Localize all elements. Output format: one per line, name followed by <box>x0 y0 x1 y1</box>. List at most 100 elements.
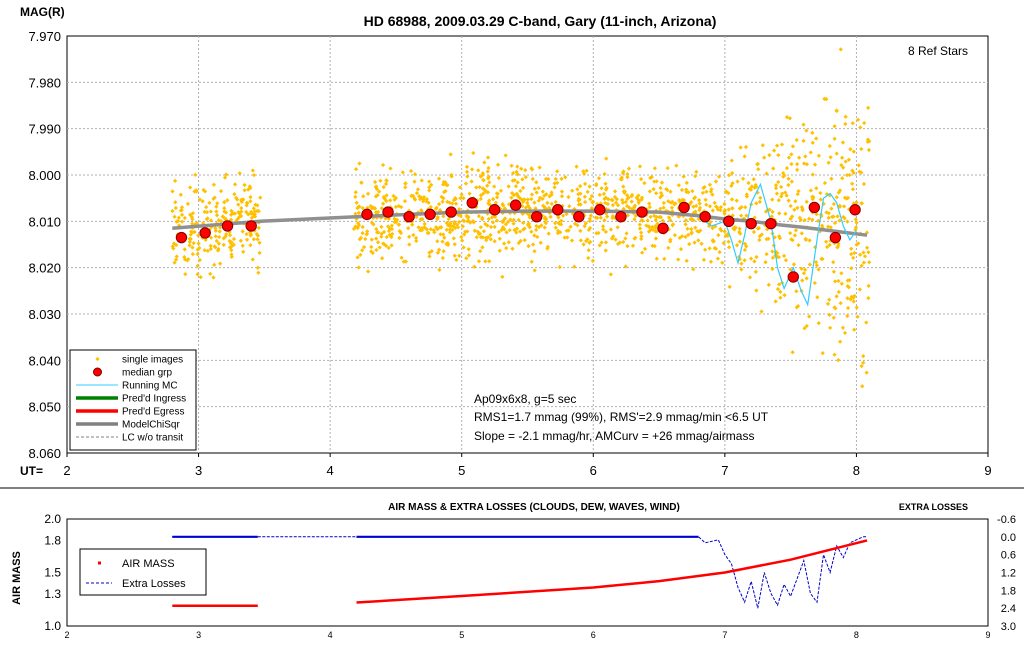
single-image-point <box>542 205 547 210</box>
single-image-point <box>603 240 609 245</box>
median-grp-point <box>829 231 842 244</box>
single-image-point <box>708 259 714 264</box>
single-image-point <box>203 237 208 242</box>
single-image-point <box>792 207 797 212</box>
single-image-point <box>532 268 537 273</box>
single-image-point <box>810 140 815 145</box>
median-grp-point <box>594 204 606 216</box>
single-image-point <box>827 297 832 302</box>
single-image-point <box>790 350 795 355</box>
single-image-point <box>244 231 249 237</box>
single-image-point <box>676 257 681 262</box>
single-image-point <box>371 222 376 227</box>
single-image-point <box>170 208 175 214</box>
single-image-point <box>845 313 850 319</box>
median-grp-point <box>552 204 564 216</box>
single-image-point <box>379 231 384 237</box>
single-image-point <box>190 221 195 226</box>
single-image-point <box>179 219 185 224</box>
y-tick-label: 8.050 <box>28 400 61 415</box>
single-image-point <box>804 199 809 205</box>
single-image-point <box>589 193 594 199</box>
single-image-point <box>449 174 454 179</box>
single-image-point <box>625 193 630 198</box>
single-image-point <box>708 189 714 194</box>
single-image-point <box>726 173 732 178</box>
single-image-point <box>591 199 596 205</box>
airmass-chart: AIR MASS & EXTRA LOSSES (CLOUDS, DEW, WA… <box>11 502 1016 640</box>
single-image-point <box>467 191 472 196</box>
single-image-point <box>587 184 592 189</box>
single-image-point <box>602 171 607 177</box>
single-image-point <box>213 226 218 231</box>
single-image-point <box>173 200 178 205</box>
single-image-point <box>435 214 440 220</box>
single-image-point <box>860 384 865 389</box>
single-image-point <box>256 270 261 275</box>
single-image-point <box>696 238 701 243</box>
single-image-point <box>850 187 856 192</box>
single-image-point <box>795 205 800 211</box>
single-image-point <box>704 202 709 207</box>
annotation-line-2: RMS1=1.7 mmag (99%), RMS'=2.9 mmag/min <… <box>474 410 769 424</box>
single-image-point <box>250 257 255 262</box>
single-image-point <box>457 185 463 190</box>
single-image-point <box>386 245 391 251</box>
single-image-point <box>480 245 485 250</box>
single-image-point <box>851 255 856 260</box>
single-image-point <box>549 190 554 195</box>
single-image-point <box>711 239 716 244</box>
single-image-point <box>222 206 227 211</box>
single-image-point <box>188 212 193 217</box>
y2-tick-label: 3.0 <box>1001 621 1016 633</box>
single-image-point <box>603 229 609 235</box>
median-grp-points <box>175 197 861 283</box>
single-image-point <box>248 199 253 204</box>
single-image-point <box>451 198 457 203</box>
single-image-point <box>754 184 759 190</box>
single-image-point <box>840 176 845 181</box>
single-image-point <box>408 168 414 174</box>
single-image-point <box>760 143 765 148</box>
single-image-point <box>516 217 521 223</box>
single-image-point <box>866 147 872 153</box>
single-image-point <box>389 235 394 240</box>
single-image-point <box>507 228 512 233</box>
single-image-point <box>814 263 819 268</box>
single-image-point <box>645 218 650 223</box>
single-image-point <box>730 206 735 211</box>
single-image-point <box>415 187 421 192</box>
single-image-point <box>672 232 678 238</box>
single-image-point <box>520 185 526 190</box>
single-image-point <box>639 234 644 239</box>
bottom-legend-box <box>79 548 207 596</box>
single-image-point <box>734 243 740 248</box>
single-image-point <box>428 204 433 210</box>
single-image-point <box>763 209 769 214</box>
single-image-point <box>748 187 754 192</box>
single-image-point <box>793 199 798 204</box>
single-image-point <box>520 177 525 182</box>
single-image-point <box>834 151 839 156</box>
single-image-point <box>186 257 191 262</box>
single-image-point <box>632 203 638 208</box>
single-image-point <box>722 201 727 207</box>
single-image-point <box>835 245 840 250</box>
single-image-point <box>410 222 415 227</box>
single-image-point <box>589 206 594 211</box>
bottom-chart-title: AIR MASS & EXTRA LOSSES (CLOUDS, DEW, WA… <box>388 502 680 513</box>
single-image-point <box>587 216 592 221</box>
single-image-point <box>810 217 815 222</box>
single-image-point <box>229 248 234 253</box>
single-image-point <box>653 217 658 223</box>
single-image-point <box>427 179 432 184</box>
single-image-point <box>586 248 591 253</box>
single-image-point <box>493 200 499 205</box>
single-image-point <box>438 232 443 237</box>
single-image-point <box>559 176 564 182</box>
single-image-point <box>558 230 563 235</box>
single-image-point <box>172 214 177 219</box>
single-image-point <box>441 179 446 185</box>
single-image-point <box>584 238 589 244</box>
single-image-point <box>406 225 411 231</box>
